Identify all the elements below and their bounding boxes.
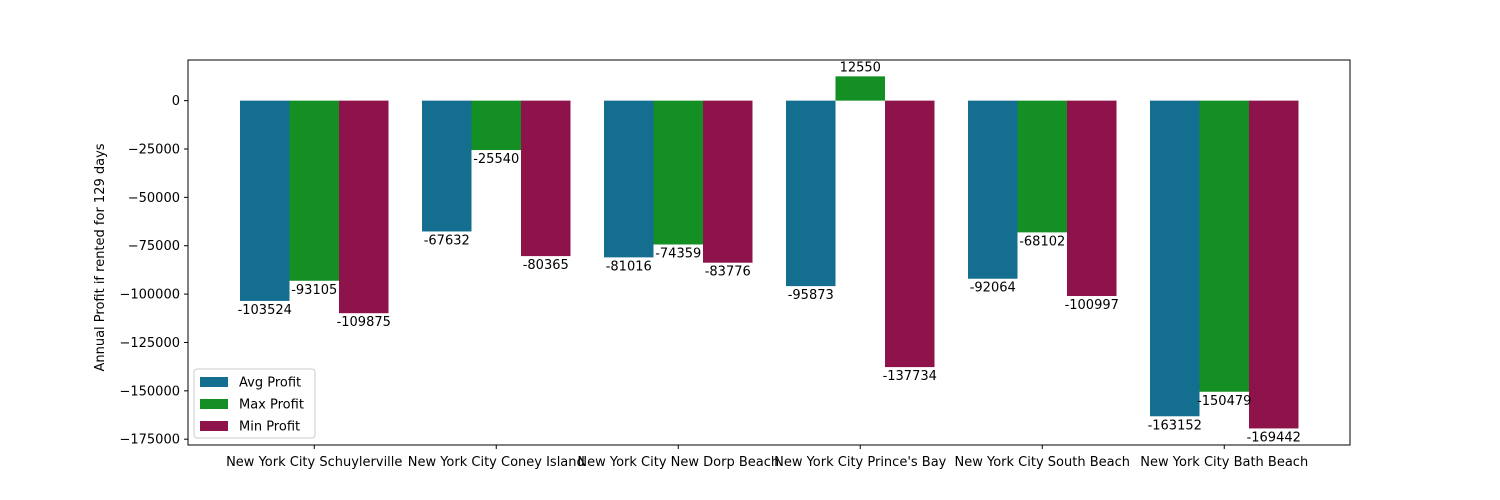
x-tick-label: New York City South Beach — [955, 455, 1130, 470]
data-label-avg-profit-4: -92064 — [970, 281, 1016, 296]
bar-max-profit-1 — [471, 100, 521, 151]
data-label-max-profit-4: -68102 — [1019, 234, 1065, 249]
data-labels-layer: -103524 -93105 -109875 -67632 -25540 -80365 -8… — [238, 60, 1301, 445]
y-axis-label: Annual Profit if rented for 129 days — [93, 143, 108, 371]
data-label-min-profit-2: -83776 — [705, 265, 751, 280]
bar-avg-profit-1 — [422, 100, 472, 232]
data-label-max-profit-2: -74359 — [655, 246, 701, 261]
data-label-min-profit-1: -80365 — [523, 258, 569, 273]
x-tick-label: New York City Coney Island — [408, 455, 585, 470]
bar-min-profit-3 — [885, 100, 935, 368]
y-tick-label: −125000 — [119, 336, 180, 351]
y-tick-label: −25000 — [128, 142, 180, 157]
bar-max-profit-3 — [835, 76, 885, 101]
y-tick-label: −75000 — [128, 239, 180, 254]
bar-max-profit-4 — [1017, 100, 1067, 233]
y-tick-label: 0 — [172, 94, 180, 109]
legend-label-min-profit: Min Profit — [239, 420, 300, 435]
bar-min-profit-0 — [339, 100, 389, 314]
bar-max-profit-2 — [653, 100, 703, 245]
data-label-max-profit-5: -150479 — [1197, 394, 1251, 409]
legend: Avg Profit Max Profit Min Profit — [193, 368, 316, 439]
data-label-max-profit-0: -93105 — [291, 283, 337, 298]
data-label-max-profit-1: -25540 — [473, 152, 519, 167]
y-tick-label: −50000 — [128, 191, 180, 206]
x-tick-label: New York City Schuylerville — [226, 455, 402, 470]
y-tick-label: −150000 — [119, 384, 180, 399]
bar-min-profit-4 — [1067, 100, 1117, 297]
bar-min-profit-5 — [1249, 100, 1299, 429]
bar-avg-profit-2 — [604, 100, 654, 258]
y-tick-label: −100000 — [119, 288, 180, 303]
legend-label-max-profit: Max Profit — [239, 398, 304, 413]
data-label-min-profit-5: -169442 — [1247, 430, 1301, 445]
y-axis: 0 −25000 −50000 −75000 −100000 −125000 −150000… — [119, 94, 188, 448]
y-tick-label: −175000 — [119, 433, 180, 448]
x-tick-label: New York City Prince's Bay — [774, 455, 947, 470]
bar-avg-profit-0 — [240, 100, 290, 301]
legend-swatch-avg-profit — [200, 377, 228, 387]
bar-avg-profit-4 — [968, 100, 1018, 279]
bar-min-profit-1 — [521, 100, 571, 257]
data-label-min-profit-0: -109875 — [337, 315, 391, 330]
legend-label-avg-profit: Avg Profit — [239, 376, 301, 391]
bar-max-profit-0 — [289, 100, 339, 281]
x-tick-label: New York City New Dorp Beach — [577, 455, 779, 470]
data-label-avg-profit-5: -163152 — [1148, 418, 1202, 433]
data-label-min-profit-3: -137734 — [883, 369, 937, 384]
bars-layer — [240, 76, 1299, 429]
bar-avg-profit-3 — [786, 100, 836, 287]
legend-swatch-min-profit — [200, 421, 228, 431]
x-axis: New York City Schuylerville New York City… — [226, 445, 1308, 470]
bar-min-profit-2 — [703, 100, 753, 263]
x-tick-label: New York City Bath Beach — [1140, 455, 1308, 470]
bar-avg-profit-5 — [1150, 100, 1200, 417]
data-label-min-profit-4: -100997 — [1065, 298, 1119, 313]
plot-frame — [187, 59, 1351, 446]
data-label-avg-profit-1: -67632 — [424, 233, 470, 248]
legend-swatch-max-profit — [200, 399, 228, 409]
data-label-avg-profit-3: -95873 — [788, 288, 834, 303]
data-label-avg-profit-0: -103524 — [238, 303, 292, 318]
data-label-avg-profit-2: -81016 — [606, 259, 652, 274]
bar-max-profit-5 — [1199, 100, 1249, 392]
data-label-max-profit-3: 12550 — [840, 60, 881, 75]
